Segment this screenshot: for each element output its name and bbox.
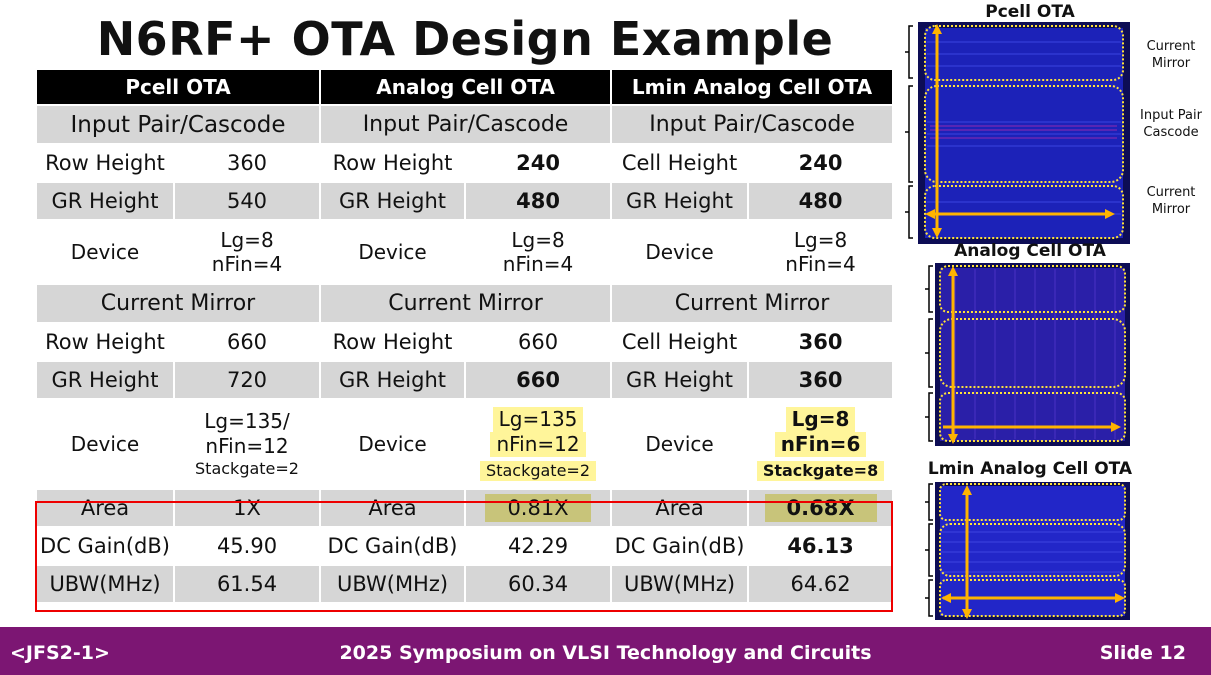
section-current-mirror: Current Mirror Current Mirror Current Mi… [37, 284, 895, 324]
table-row: GR Height 540 GR Height 480 GR Height 48… [37, 182, 895, 221]
table-row: Device Lg=8 nFin=4 Device Lg=8 nFin=4 Devi… [37, 220, 895, 285]
cell: UBW(MHz) [320, 565, 467, 604]
cell: DC Gain(dB) [320, 527, 467, 566]
result-row-ubw: UBW(MHz) 61.54 UBW(MHz) 60.34 UBW(MHz) 6… [37, 565, 895, 604]
cell: 360 [174, 144, 322, 183]
cell: GR Height [37, 361, 175, 400]
lmin-layout-title: Lmin Analog Cell OTA [927, 459, 1133, 479]
cell: Row Height [37, 144, 175, 183]
result-row-gain: DC Gain(dB) 45.90 DC Gain(dB) 42.29 DC G… [37, 527, 895, 566]
cell: 240 [465, 144, 613, 183]
section-label: Current Mirror [320, 284, 613, 324]
header-pcell: Pcell OTA [37, 70, 322, 106]
cell: GR Height [611, 182, 750, 221]
cell: Lg=8 nFin=6 Stackgate=8 [748, 399, 895, 490]
cell: GR Height [611, 361, 750, 400]
section-label: Input Pair/Cascode [611, 105, 895, 145]
cell: DC Gain(dB) [37, 527, 175, 566]
note-current-mirror-top: Current Mirror [1146, 39, 1196, 71]
table-row: Row Height 660 Row Height 660 Cell Heigh… [37, 323, 895, 362]
analog-layout-title: Analog Cell OTA [954, 241, 1106, 261]
cell: Lg=8 nFin=4 [174, 220, 322, 285]
table-header-row: Pcell OTA Analog Cell OTA Lmin Analog Ce… [37, 70, 895, 106]
header-analog: Analog Cell OTA [320, 70, 613, 106]
header-lmin: Lmin Analog Cell OTA [611, 70, 895, 106]
cell: 720 [174, 361, 322, 400]
table-row: Device Lg=135/nFin=12 Stackgate=2 Device … [37, 399, 895, 490]
cell: Row Height [320, 323, 467, 362]
section-label: Input Pair/Cascode [320, 105, 613, 145]
section-label: Current Mirror [611, 284, 895, 324]
slide-footer: <JFS2-1> 2025 Symposium on VLSI Technolo… [0, 627, 1211, 675]
section-input-pair: Input Pair/Cascode Input Pair/Cascode In… [37, 105, 895, 145]
cell: GR Height [37, 182, 175, 221]
cell: Cell Height [611, 323, 750, 362]
cell: 60.34 [465, 565, 613, 604]
cell: Device [37, 399, 175, 490]
footer-conference: 2025 Symposium on VLSI Technology and Ci… [339, 642, 872, 664]
cell: 660 [465, 361, 613, 400]
table-row: Row Height 360 Row Height 240 Cell Heigh… [37, 144, 895, 183]
cell: 42.29 [465, 527, 613, 566]
slide-title: N6RF+ OTA Design Example [96, 12, 834, 66]
table-row: GR Height 720 GR Height 660 GR Height 36… [37, 361, 895, 400]
cell: Device [320, 220, 467, 285]
lmin-layout-image [925, 482, 1130, 620]
footer-slide-number: Slide 12 [1099, 642, 1186, 664]
cell: 0.68X [748, 489, 895, 528]
cell: Row Height [320, 144, 467, 183]
cell: 480 [465, 182, 613, 221]
cell: 360 [748, 323, 895, 362]
cell: 660 [174, 323, 322, 362]
note-current-mirror-bottom: Current Mirror [1146, 185, 1196, 217]
cell: 360 [748, 361, 895, 400]
cell: 240 [748, 144, 895, 183]
cell: Lg=8 nFin=4 [465, 220, 613, 285]
cell: 64.62 [748, 565, 895, 604]
note-input-pair: Input Pair Cascode [1140, 108, 1202, 140]
section-label: Input Pair/Cascode [37, 105, 322, 145]
footer-session-id: <JFS2-1> [10, 642, 110, 664]
cell: UBW(MHz) [611, 565, 750, 604]
analog-layout-image [925, 263, 1130, 446]
cell: 480 [748, 182, 895, 221]
cell: 46.13 [748, 527, 895, 566]
cell: 0.81X [465, 489, 613, 528]
pcell-layout-title: Pcell OTA [985, 2, 1075, 22]
cell: GR Height [320, 182, 467, 221]
cell: Cell Height [611, 144, 750, 183]
cell: Device [611, 220, 750, 285]
section-label: Current Mirror [37, 284, 322, 324]
cell: DC Gain(dB) [611, 527, 750, 566]
result-row-area: Area 1X Area 0.81X Area 0.68X [37, 489, 895, 528]
cell: UBW(MHz) [37, 565, 175, 604]
cell: Device [37, 220, 175, 285]
cell: Area [320, 489, 467, 528]
cell: 1X [174, 489, 322, 528]
pcell-layout-image [905, 22, 1130, 244]
cell: 660 [465, 323, 613, 362]
cell: Area [611, 489, 750, 528]
cell: Area [37, 489, 175, 528]
cell: 61.54 [174, 565, 322, 604]
cell: Row Height [37, 323, 175, 362]
cell: 540 [174, 182, 322, 221]
cell: Device [611, 399, 750, 490]
cell: GR Height [320, 361, 467, 400]
cell: Lg=135/nFin=12 Stackgate=2 [174, 399, 322, 490]
cell: Device [320, 399, 467, 490]
cell: Lg=8 nFin=4 [748, 220, 895, 285]
cell: Lg=135 nFin=12 Stackgate=2 [465, 399, 613, 490]
cell: 45.90 [174, 527, 322, 566]
comparison-table: Pcell OTA Analog Cell OTA Lmin Analog Ce… [37, 70, 895, 604]
